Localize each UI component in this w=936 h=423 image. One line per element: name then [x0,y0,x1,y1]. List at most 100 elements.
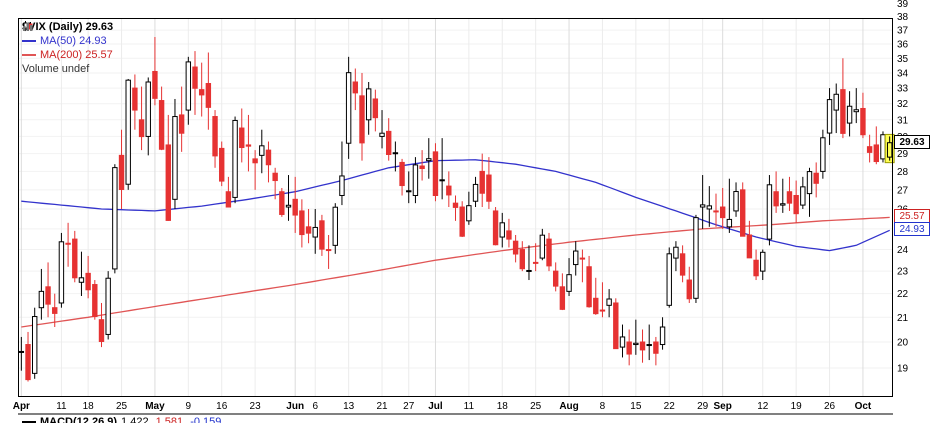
candle-body[interactable] [372,98,379,119]
candle-body[interactable] [760,251,766,272]
candle-body[interactable] [626,341,632,355]
candle-body[interactable] [25,344,31,381]
candle-body[interactable] [78,277,85,283]
candle-body[interactable] [699,204,706,208]
candle-body[interactable] [713,210,719,213]
candle-body[interactable] [192,66,198,89]
candle-body[interactable] [138,119,145,138]
candle-body[interactable] [205,83,212,108]
candle-body[interactable] [793,195,799,215]
candle-body[interactable] [185,61,192,111]
candle-body[interactable] [158,100,165,150]
candle-body[interactable] [539,234,546,259]
candle-body[interactable] [532,261,539,264]
candle-body[interactable] [773,191,779,207]
candle-body[interactable] [886,142,893,158]
candle-body[interactable] [165,144,171,221]
candle-body[interactable] [546,238,552,267]
candle-body[interactable] [239,127,245,149]
candle-body[interactable] [746,234,753,259]
candle-body[interactable] [639,341,646,351]
candle-body[interactable] [412,164,419,197]
candle-body[interactable] [780,203,786,206]
candle-body[interactable] [573,250,579,266]
candle-body[interactable] [526,269,532,272]
candle-body[interactable] [406,190,412,193]
candle-body[interactable] [519,249,525,270]
candle-body[interactable] [833,93,839,111]
candle-body[interactable] [866,146,873,153]
candle-body[interactable] [152,70,158,99]
candle-body[interactable] [85,272,91,291]
candle-body[interactable] [679,253,686,276]
candle-body[interactable] [319,220,325,250]
candle-body[interactable] [726,218,733,228]
candle-body[interactable] [846,105,853,124]
candle-body[interactable] [432,151,439,197]
candle-body[interactable] [593,297,599,315]
candle-body[interactable] [452,202,459,208]
candle-body[interactable] [345,72,352,144]
candle-body[interactable] [105,277,111,335]
candle-body[interactable] [586,266,592,308]
candle-body[interactable] [305,226,312,234]
candle-body[interactable] [259,145,265,156]
candle-body[interactable] [198,89,205,96]
candle-body[interactable] [880,134,886,160]
candle-body[interactable] [52,307,58,314]
candle-body[interactable] [365,88,372,121]
candle-body[interactable] [172,116,178,200]
candle-body[interactable] [740,189,746,237]
candle-body[interactable] [499,222,505,238]
candle-body[interactable] [840,89,846,134]
candle-body[interactable] [826,99,833,134]
legend-ma50-row[interactable]: MA(50) 24.93 [22,34,113,48]
candle-body[interactable] [606,298,612,306]
candle-body[interactable] [719,206,726,219]
candle-body[interactable] [232,119,238,198]
candle-body[interactable] [339,175,345,197]
candle-body[interactable] [786,191,793,204]
candle-body[interactable] [178,114,185,134]
candle-body[interactable] [252,158,258,164]
candle-body[interactable] [446,185,452,196]
candle-body[interactable] [860,107,866,136]
candle-body[interactable] [419,165,425,170]
candle-body[interactable] [479,170,485,194]
candle-body[interactable] [312,226,318,238]
candle-body[interactable] [359,95,365,144]
candle-body[interactable] [265,149,272,166]
candle-body[interactable] [599,309,606,312]
candle-body[interactable] [659,326,666,346]
candle-body[interactable] [486,174,492,202]
candle-body[interactable] [613,302,619,350]
candle-body[interactable] [125,79,131,185]
candle-body[interactable] [212,116,218,157]
candle-body[interactable] [633,342,639,346]
candle-body[interactable] [466,205,472,222]
candle-body[interactable] [673,246,679,259]
candle-body[interactable] [386,130,392,155]
candle-body[interactable] [379,132,385,137]
candle-body[interactable] [579,257,586,260]
candle-body[interactable] [292,198,298,216]
candle-body[interactable] [72,238,78,279]
candle-body[interactable] [18,350,25,353]
candle-body[interactable] [225,191,232,208]
candle-body[interactable] [439,179,445,182]
candle-body[interactable] [245,144,252,147]
candle-body[interactable] [566,274,572,292]
candle-body[interactable] [38,290,45,309]
candle-body[interactable] [58,241,65,304]
candle-body[interactable] [853,109,859,113]
candle-body[interactable] [392,152,399,155]
candle-body[interactable] [766,184,773,240]
candle-body[interactable] [31,316,38,374]
candle-body[interactable] [512,240,519,255]
legend-volume-row[interactable]: Volume undef [22,23,113,76]
candle-body[interactable] [813,172,819,184]
candle-body[interactable] [132,87,138,111]
candle-body[interactable] [706,205,713,210]
candle-body[interactable] [506,230,512,240]
candle-body[interactable] [806,171,813,195]
